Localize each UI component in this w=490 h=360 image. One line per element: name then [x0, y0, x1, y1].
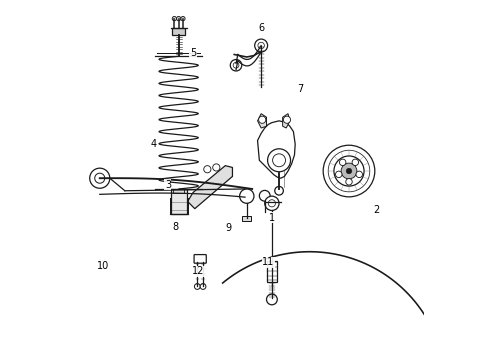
- Circle shape: [283, 116, 291, 123]
- Circle shape: [259, 190, 270, 201]
- Text: 3: 3: [165, 180, 171, 190]
- Circle shape: [230, 59, 242, 71]
- Circle shape: [323, 145, 375, 197]
- Circle shape: [213, 164, 220, 171]
- Circle shape: [181, 17, 185, 21]
- FancyBboxPatch shape: [267, 261, 277, 282]
- Text: 9: 9: [226, 224, 232, 233]
- FancyBboxPatch shape: [438, 321, 445, 324]
- Circle shape: [340, 159, 346, 166]
- Text: 1: 1: [269, 213, 275, 222]
- Text: 11: 11: [262, 257, 274, 267]
- Text: 5: 5: [190, 48, 196, 58]
- Text: 4: 4: [150, 139, 157, 149]
- Circle shape: [259, 116, 266, 123]
- Circle shape: [176, 17, 181, 21]
- Circle shape: [90, 168, 110, 188]
- Circle shape: [346, 179, 352, 185]
- Circle shape: [267, 294, 277, 305]
- FancyBboxPatch shape: [171, 189, 187, 214]
- Text: 7: 7: [297, 84, 304, 94]
- Text: 10: 10: [97, 261, 109, 271]
- Circle shape: [268, 149, 291, 172]
- FancyBboxPatch shape: [173, 189, 184, 193]
- Circle shape: [255, 39, 268, 52]
- Polygon shape: [188, 166, 232, 209]
- Circle shape: [200, 284, 206, 289]
- Polygon shape: [283, 114, 290, 128]
- FancyBboxPatch shape: [194, 255, 206, 263]
- FancyBboxPatch shape: [243, 216, 251, 221]
- Text: 6: 6: [258, 23, 264, 33]
- Circle shape: [352, 159, 359, 166]
- Circle shape: [204, 166, 211, 173]
- Circle shape: [275, 186, 283, 195]
- Text: 8: 8: [172, 222, 178, 231]
- Circle shape: [341, 163, 357, 179]
- Circle shape: [195, 284, 200, 289]
- Circle shape: [172, 17, 176, 21]
- Text: 2: 2: [373, 206, 379, 216]
- Circle shape: [356, 171, 363, 177]
- Polygon shape: [258, 114, 267, 128]
- Text: 12: 12: [192, 266, 204, 276]
- Circle shape: [240, 189, 254, 203]
- Circle shape: [265, 196, 279, 211]
- Circle shape: [346, 168, 352, 174]
- Polygon shape: [258, 121, 295, 178]
- Circle shape: [336, 171, 342, 177]
- FancyBboxPatch shape: [172, 28, 185, 35]
